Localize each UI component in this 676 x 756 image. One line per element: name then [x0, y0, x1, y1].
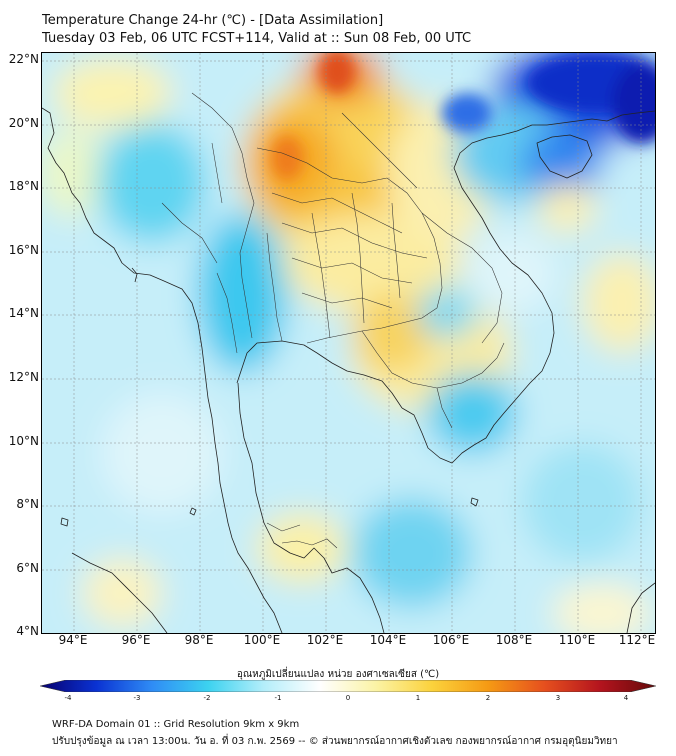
lat-label: 6°N [16, 561, 39, 575]
colorbar-title: อุณหภูมิเปลี่ยนแปลง หน่วย องศาเซลเซียส (… [236, 669, 440, 680]
lon-label: 94°E [58, 633, 88, 647]
colorbar-tick: 0 [345, 694, 351, 702]
temperature-change-map [41, 52, 656, 634]
lon-label: 108°E [495, 633, 533, 647]
lon-label: 102°E [306, 633, 344, 647]
temperature-field [42, 53, 655, 633]
colorbar-tick: -3 [133, 694, 141, 702]
colorbar-tick: -1 [274, 694, 282, 702]
lon-label: 100°E [243, 633, 281, 647]
lat-label: 16°N [8, 243, 39, 257]
lat-label: 22°N [8, 52, 39, 66]
lat-label: 12°N [8, 370, 39, 384]
administrative-borders [161, 92, 505, 549]
lat-label: 8°N [16, 497, 39, 511]
colorbar-tick: 1 [415, 694, 421, 702]
chart-title: Temperature Change 24-hr (℃) - [Data Ass… [42, 13, 384, 28]
colorbar-tick: -4 [64, 694, 72, 702]
colorbar-tick: -2 [203, 694, 211, 702]
lat-label: 18°N [8, 179, 39, 193]
chart-subtitle: Tuesday 03 Feb, 06 UTC FCST+114, Valid a… [42, 31, 472, 46]
lat-label: 20°N [8, 116, 39, 130]
lon-label: 110°E [558, 633, 596, 647]
map-canvas [42, 53, 655, 633]
footer-credit: ปรับปรุงข้อมูล ณ เวลา 13:00น. วัน อ. ที่… [52, 736, 618, 747]
lon-label: 106°E [432, 633, 470, 647]
colorbar-ramp [40, 680, 656, 692]
lat-label: 14°N [8, 306, 39, 320]
lon-label: 96°E [121, 633, 151, 647]
lon-label: 104°E [369, 633, 407, 647]
lon-label: 98°E [184, 633, 214, 647]
lat-label: 4°N [16, 624, 39, 638]
footer-model-info: WRF-DA Domain 01 :: Grid Resolution 9km … [52, 719, 300, 730]
coastlines [42, 107, 655, 633]
colorbar-tick: 4 [623, 694, 629, 702]
colorbar-tick: 3 [555, 694, 561, 702]
lon-label: 112°E [618, 633, 656, 647]
lat-label: 10°N [8, 434, 39, 448]
temperature-field-peaks [271, 53, 655, 180]
colorbar [40, 680, 656, 692]
colorbar-tick: 2 [485, 694, 491, 702]
graticule [42, 53, 655, 633]
